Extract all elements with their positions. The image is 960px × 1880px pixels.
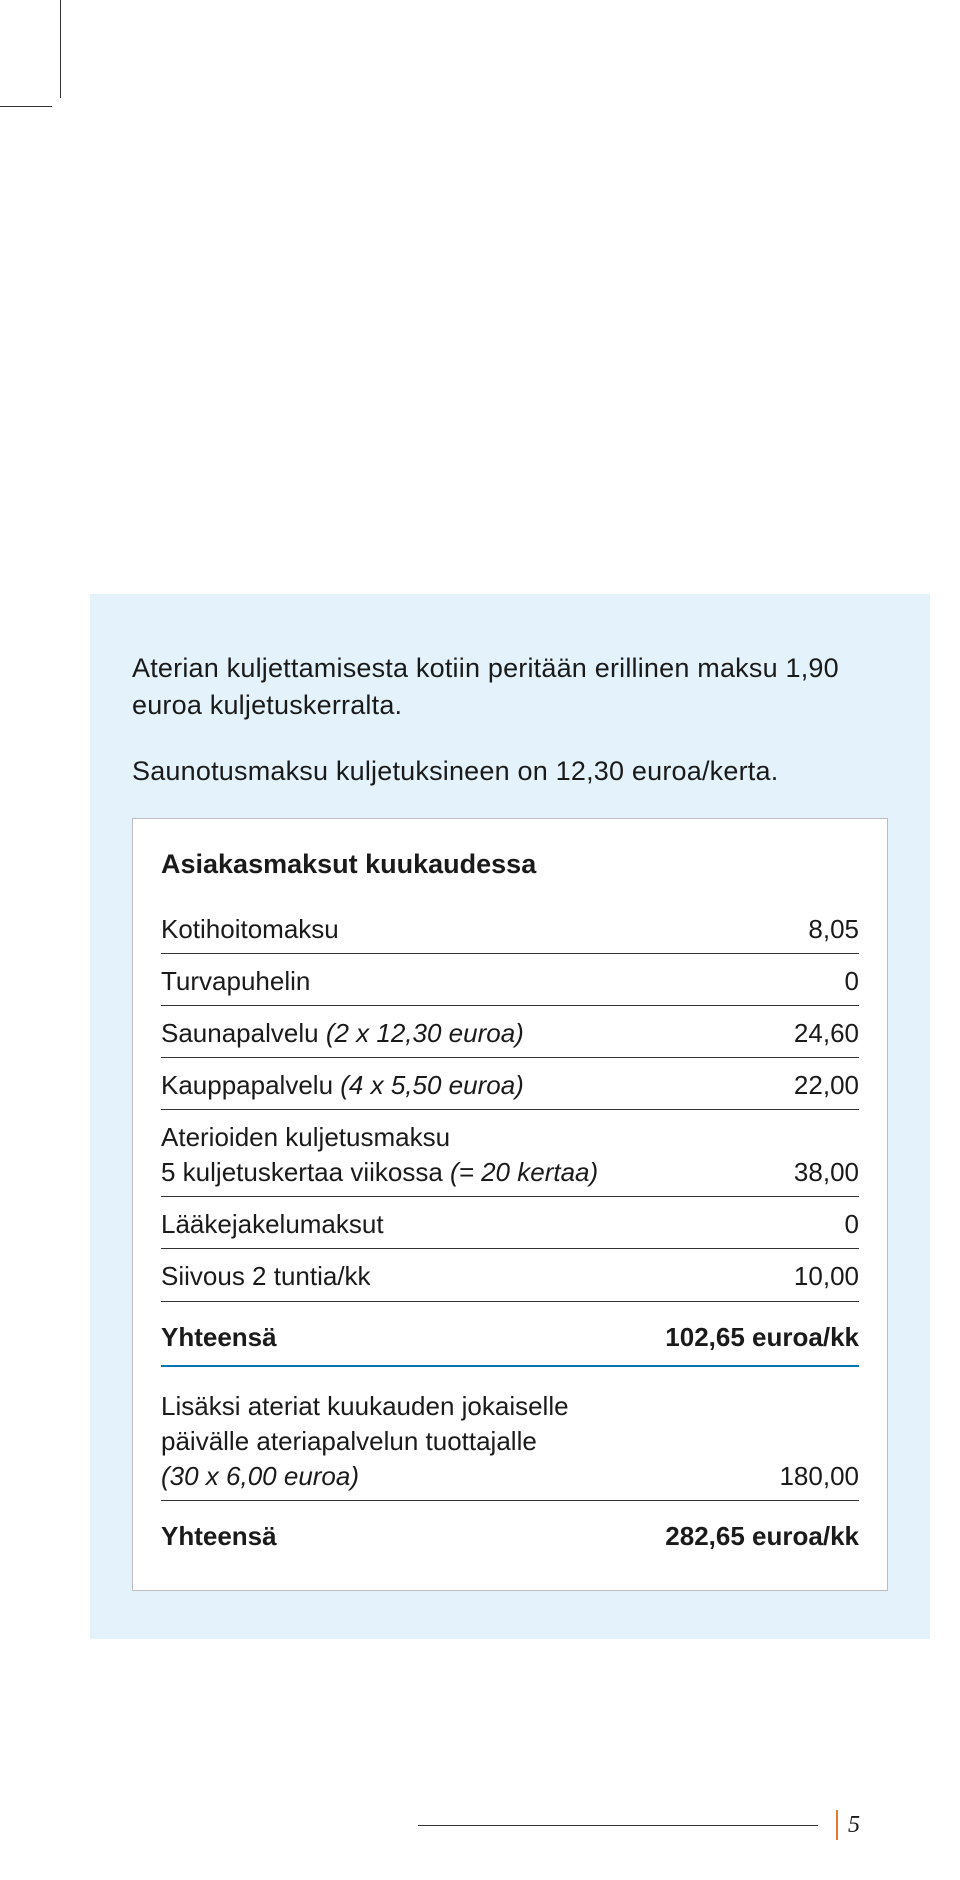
grandtotal-value: 282,65 euroa/kk xyxy=(665,1519,859,1554)
footer-rule xyxy=(418,1825,818,1826)
row-value: 24,60 xyxy=(794,1016,859,1051)
row-label: Turvapuhelin xyxy=(161,964,845,999)
grandtotal-row: Yhteensä 282,65 euroa/kk xyxy=(161,1501,859,1564)
table-title: Asiakasmaksut kuukaudessa xyxy=(161,849,859,880)
subtotal-row: Yhteensä 102,65 euroa/kk xyxy=(161,1302,859,1367)
intro-text: Aterian kuljettamisesta kotiin peritään … xyxy=(132,650,888,790)
page-number-area: 5 xyxy=(418,1810,860,1840)
row-value: 0 xyxy=(845,1207,859,1242)
table-row: Siivous 2 tuntia/kk 10,00 xyxy=(161,1249,859,1301)
grandtotal-label: Yhteensä xyxy=(161,1519,665,1554)
row-value: 8,05 xyxy=(808,912,859,947)
row-value: 180,00 xyxy=(779,1459,859,1494)
table-row: Kauppapalvelu (4 x 5,50 euroa) 22,00 xyxy=(161,1058,859,1110)
row-label: Siivous 2 tuntia/kk xyxy=(161,1259,794,1294)
document-page: Aterian kuljettamisesta kotiin peritään … xyxy=(0,0,960,1880)
row-value: 22,00 xyxy=(794,1068,859,1103)
row-label: Lääkejakelumaksut xyxy=(161,1207,845,1242)
table-row: Saunapalvelu (2 x 12,30 euroa) 24,60 xyxy=(161,1006,859,1058)
row-label: Saunapalvelu (2 x 12,30 euroa) xyxy=(161,1016,794,1051)
content-panel: Aterian kuljettamisesta kotiin peritään … xyxy=(90,594,930,1639)
row-label: Kauppapalvelu (4 x 5,50 euroa) xyxy=(161,1068,794,1103)
row-value: 0 xyxy=(845,964,859,999)
fee-table-card: Asiakasmaksut kuukaudessa Kotihoitomaksu… xyxy=(132,818,888,1591)
subtotal-value: 102,65 euroa/kk xyxy=(665,1320,859,1355)
intro-paragraph-1: Aterian kuljettamisesta kotiin peritään … xyxy=(132,650,888,725)
crop-mark-horizontal xyxy=(0,106,52,107)
page-number-accent xyxy=(836,1810,838,1840)
row-value: 38,00 xyxy=(794,1155,859,1190)
table-row: Aterioiden kuljetusmaksu 5 kuljetuskerta… xyxy=(161,1110,859,1197)
row-label: Aterioiden kuljetusmaksu 5 kuljetuskerta… xyxy=(161,1120,794,1190)
row-label: Lisäksi ateriat kuukauden jokaiselle päi… xyxy=(161,1389,779,1494)
subtotal-label: Yhteensä xyxy=(161,1320,665,1355)
table-row: Turvapuhelin 0 xyxy=(161,954,859,1006)
table-row: Kotihoitomaksu 8,05 xyxy=(161,902,859,954)
crop-mark-vertical xyxy=(60,0,61,98)
page-number: 5 xyxy=(848,1812,860,1839)
table-row: Lisäksi ateriat kuukauden jokaiselle päi… xyxy=(161,1367,859,1501)
row-value: 10,00 xyxy=(794,1259,859,1294)
table-row: Lääkejakelumaksut 0 xyxy=(161,1197,859,1249)
row-label: Kotihoitomaksu xyxy=(161,912,808,947)
intro-paragraph-2: Saunotusmaksu kuljetuksineen on 12,30 eu… xyxy=(132,753,888,790)
